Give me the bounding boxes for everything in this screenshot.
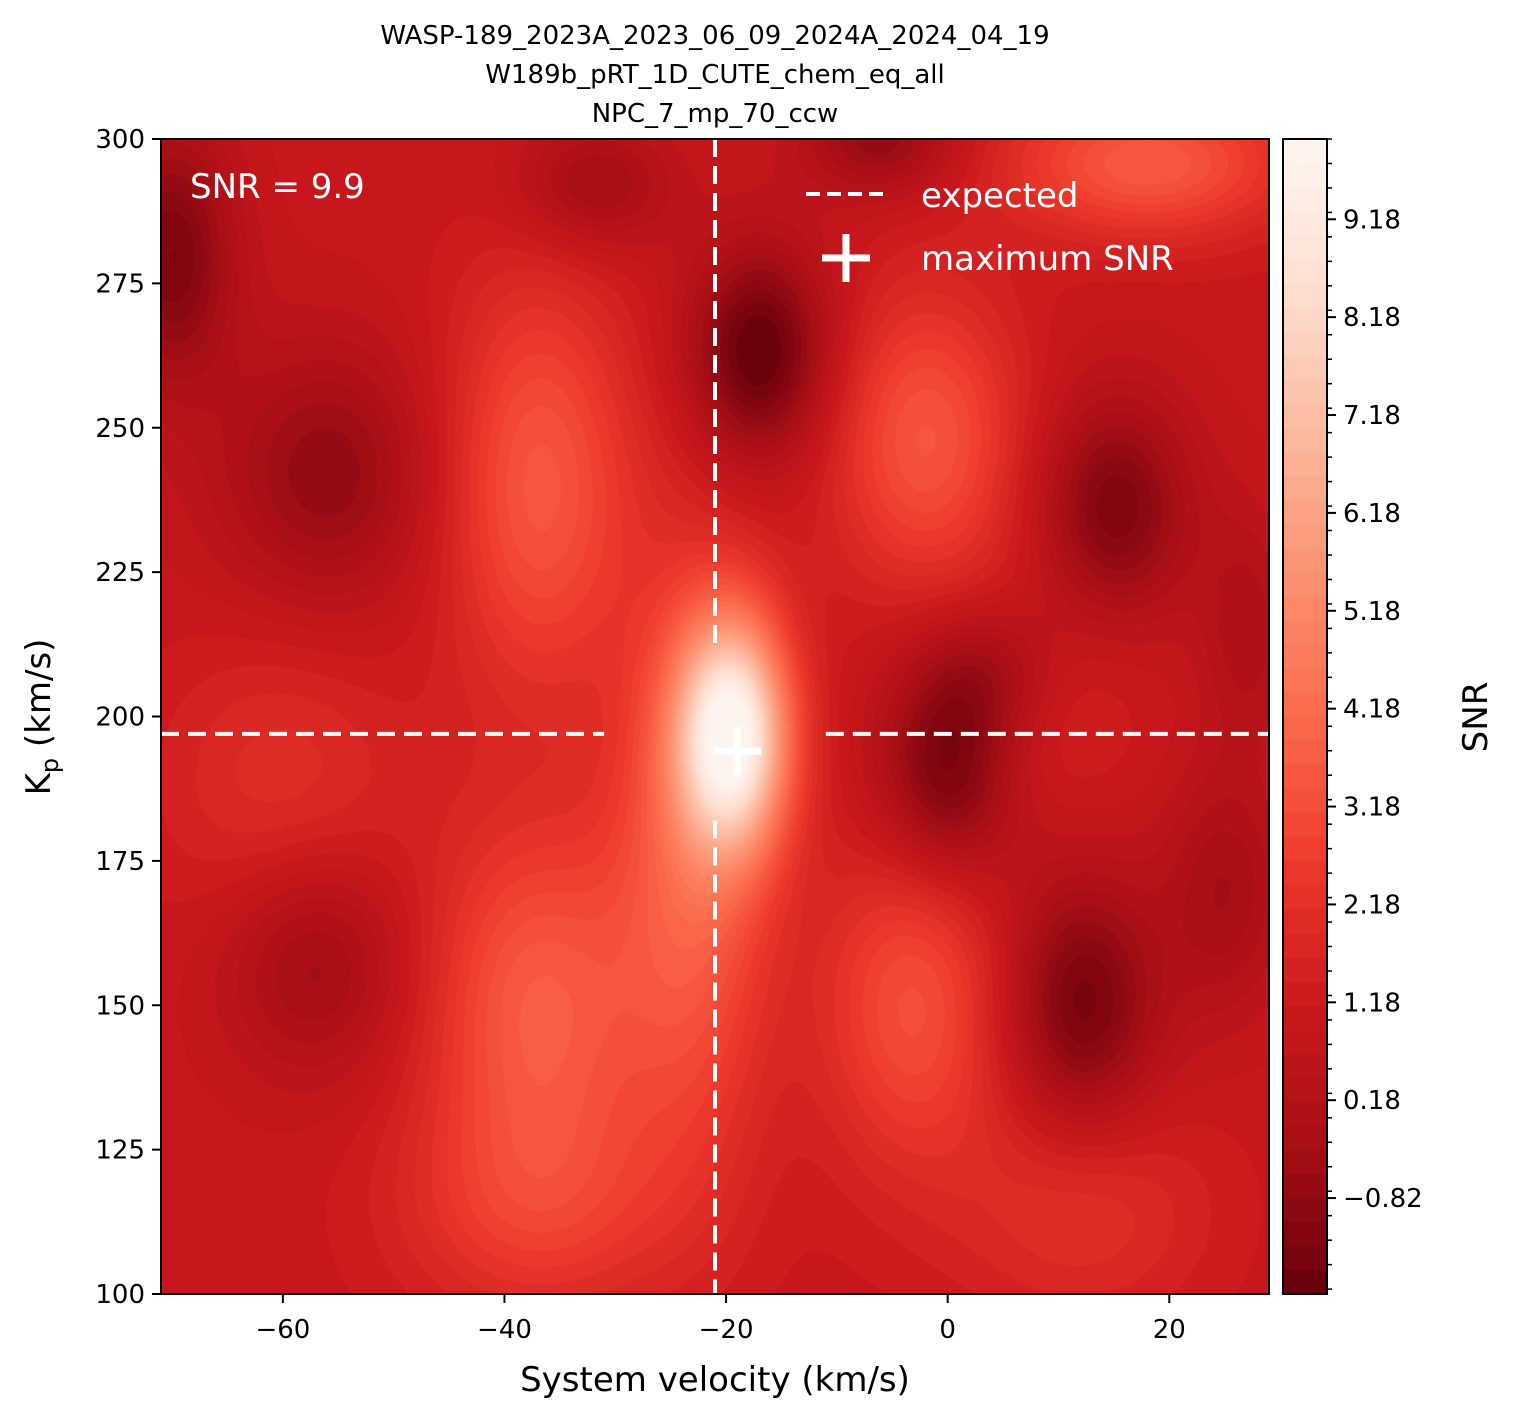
colorbar-tick-label: 8.18 [1343,303,1401,333]
colorbar-tick-label: 6.18 [1343,499,1401,529]
y-axis-label-sub: p [36,758,64,773]
legend-max-label: maximum SNR [921,239,1174,279]
colorbar-gradient [1283,139,1327,1294]
y-axis-label: Kp (km/s) [19,639,64,796]
y-tick-label: 275 [95,269,145,299]
chart-title-line-3: NPC_7_mp_70_ccw [592,99,839,129]
snr-annotation: SNR = 9.9 [190,167,365,207]
chart-title-line-1: WASP-189_2023A_2023_06_09_2024A_2024_04_… [380,21,1049,51]
colorbar-frame [1282,138,1328,1295]
x-tick-label: 20 [1153,1315,1186,1345]
colorbar-tick-label: −0.82 [1343,1184,1423,1214]
y-axis-ticks: 100 125 150 175 200 225 250 275 300 [95,125,161,1310]
colorbar-tick-label: 3.18 [1343,793,1401,823]
x-tick-label: 0 [939,1315,956,1345]
colorbar-tick-label: 9.18 [1343,205,1401,235]
x-axis-label: System velocity (km/s) [520,1360,910,1400]
y-tick-label: 100 [95,1280,145,1310]
colorbar-tick-label: 1.18 [1343,988,1401,1018]
y-axis-label-unit: (km/s) [19,639,59,758]
colorbar-tick-label: 4.18 [1343,695,1401,725]
overlay-layer [161,139,1269,1294]
colorbar-label: SNR [1456,682,1496,753]
colorbar-tick-label: 0.18 [1343,1086,1401,1116]
x-tick-label: −60 [255,1315,310,1345]
y-tick-label: 225 [95,558,145,588]
y-tick-label: 150 [95,991,145,1021]
colorbar-tick-label: 7.18 [1343,401,1401,431]
y-tick-label: 175 [95,847,145,877]
y-tick-label: 200 [95,703,145,733]
legend: expected maximum SNR [806,176,1174,282]
y-axis-label-main: K [19,771,59,795]
x-axis-ticks: −60 −40 −20 0 20 [255,1294,1186,1345]
y-tick-label: 125 [95,1136,145,1166]
colorbar-tick-label: 2.18 [1343,890,1401,920]
colorbar-tick-label: 5.18 [1343,597,1401,627]
colorbar-ticks: −0.82 0.18 1.18 2.18 3.18 4.18 5.18 6.18 7.18 8.1… [1327,138,1423,1290]
x-tick-label: −20 [699,1315,754,1345]
y-tick-label: 250 [95,414,145,444]
x-tick-label: −40 [477,1315,532,1345]
chart-title-line-2: W189b_pRT_1D_CUTE_chem_eq_all [485,60,944,90]
y-tick-label: 300 [95,125,145,155]
legend-expected-label: expected [921,176,1078,216]
